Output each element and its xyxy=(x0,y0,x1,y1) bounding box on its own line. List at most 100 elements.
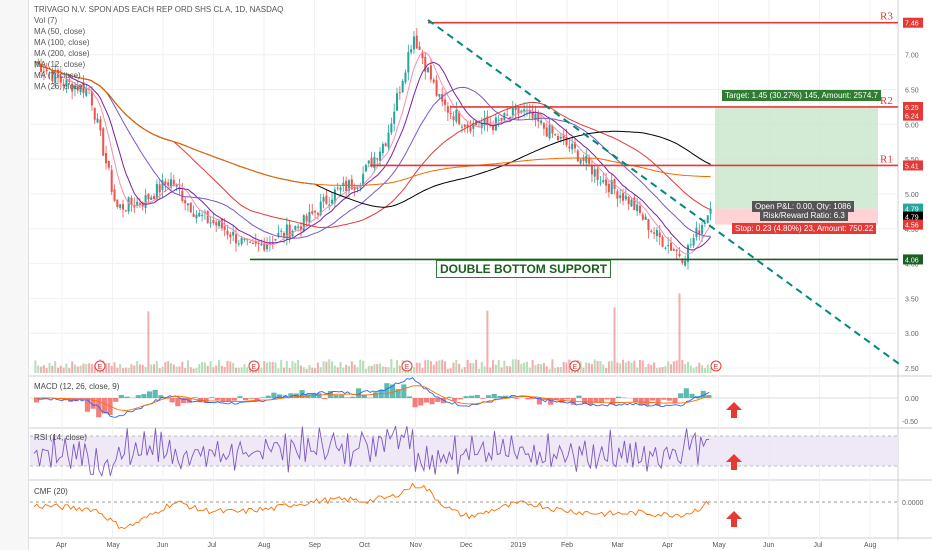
candle xyxy=(703,222,706,225)
macd-histogram-bar xyxy=(254,398,260,401)
volume-bar xyxy=(297,359,300,373)
price-tag xyxy=(903,160,923,171)
macd-histogram-bar xyxy=(147,391,153,398)
macd-histogram-bar xyxy=(649,398,655,401)
candle xyxy=(138,203,141,205)
legend-ma200[interactable]: MA (200, close) xyxy=(34,49,90,58)
volume-bar xyxy=(65,363,68,373)
candle xyxy=(336,187,339,189)
candle xyxy=(460,126,463,128)
price-tag-label: 6.25 xyxy=(905,105,919,112)
macd-histogram-bar xyxy=(226,398,232,402)
volume-bar xyxy=(178,366,181,373)
volume-bar xyxy=(489,367,492,373)
candle xyxy=(314,210,317,213)
volume-bar xyxy=(347,366,350,373)
x-tick-label: Aug xyxy=(864,542,877,549)
volume-bar xyxy=(534,364,537,373)
ma7-line xyxy=(35,51,712,255)
macd-histogram-bar xyxy=(593,398,599,403)
legend-ma26[interactable]: MA (26, close) xyxy=(34,82,86,91)
y-tick-label: 7.00 xyxy=(905,53,919,60)
candle xyxy=(271,242,274,244)
candle xyxy=(110,170,113,192)
candle xyxy=(568,146,571,149)
symbol-title[interactable]: TRIVAGO N.V. SPON ADS EACH REP ORD SHS C… xyxy=(34,5,284,14)
volume-bar xyxy=(356,367,359,373)
volume-bar xyxy=(76,366,79,373)
candle xyxy=(463,124,466,128)
volume-bar xyxy=(650,364,653,373)
candle xyxy=(537,113,540,122)
volume-bar xyxy=(133,365,136,373)
candle xyxy=(339,187,342,191)
legend-ma50[interactable]: MA (50, close) xyxy=(34,27,86,36)
macd-histogram-bar xyxy=(463,396,469,398)
volume-bar xyxy=(218,359,221,373)
candle xyxy=(220,218,223,229)
macd-title[interactable]: MACD (12, 26, close, 9) xyxy=(34,382,120,391)
cmf-title[interactable]: CMF (20) xyxy=(34,487,68,496)
candle xyxy=(540,120,543,124)
volume-bar xyxy=(410,367,413,373)
volume-bar xyxy=(192,368,195,373)
volume-bar xyxy=(364,368,367,373)
macd-histogram-bar xyxy=(542,398,548,401)
volume-bar xyxy=(509,366,512,373)
candle xyxy=(429,65,432,80)
volume-bar xyxy=(93,364,96,373)
up-arrow-icon xyxy=(726,511,742,527)
candle xyxy=(446,106,449,113)
macd-histogram-bar xyxy=(384,383,390,398)
volume-bar xyxy=(523,362,526,373)
volume-bar xyxy=(579,361,582,373)
macd-histogram-bar xyxy=(678,393,684,398)
volume-bar xyxy=(342,367,345,373)
volume-bar xyxy=(370,365,373,373)
x-tick-label: Dec xyxy=(460,542,473,549)
candle xyxy=(37,62,40,65)
volume-bar xyxy=(636,367,639,373)
macd-histogram-bar xyxy=(582,398,588,404)
candle xyxy=(641,214,644,220)
legend-ma12[interactable]: MA (12, close) xyxy=(34,60,86,69)
candle xyxy=(562,134,565,139)
macd-histogram-bar xyxy=(175,398,181,407)
volume-bar xyxy=(681,359,684,373)
candle xyxy=(155,184,158,200)
macd-histogram-bar xyxy=(141,394,147,398)
earnings-marker xyxy=(401,360,413,372)
candle xyxy=(672,248,675,251)
candle xyxy=(667,244,670,246)
candle xyxy=(93,107,96,120)
volume-bar xyxy=(477,368,480,373)
volume-bar xyxy=(121,368,124,373)
y-tick-label: 4.00 xyxy=(905,262,919,269)
candle xyxy=(280,230,283,232)
macd-histogram-bar xyxy=(316,393,322,398)
candle xyxy=(644,216,647,220)
volume-bar xyxy=(113,362,116,373)
candle xyxy=(277,232,280,237)
candle xyxy=(192,213,195,217)
legend-ma7[interactable]: MA (7, close) xyxy=(34,71,81,80)
macd-histogram-bar xyxy=(406,396,413,398)
x-tick-label: May xyxy=(107,542,121,549)
candle xyxy=(571,143,574,150)
legend-vol[interactable]: Vol (7) xyxy=(34,16,58,25)
volume-bar xyxy=(641,360,644,373)
macd-histogram-bar xyxy=(672,398,678,404)
candle xyxy=(701,225,704,234)
volume-bar xyxy=(692,368,695,373)
volume-bar xyxy=(418,362,421,373)
earnings-marker xyxy=(710,360,722,372)
legend-ma100[interactable]: MA (100, close) xyxy=(34,38,90,47)
candle xyxy=(379,151,382,161)
drawing-toolbar[interactable] xyxy=(0,0,29,550)
volume-bar xyxy=(223,366,226,373)
rsi-title[interactable]: RSI (14, close) xyxy=(34,433,87,442)
candle xyxy=(195,214,198,219)
volume-bar xyxy=(675,360,678,373)
volume-bar xyxy=(367,366,370,373)
macd-histogram-bar xyxy=(265,395,271,398)
